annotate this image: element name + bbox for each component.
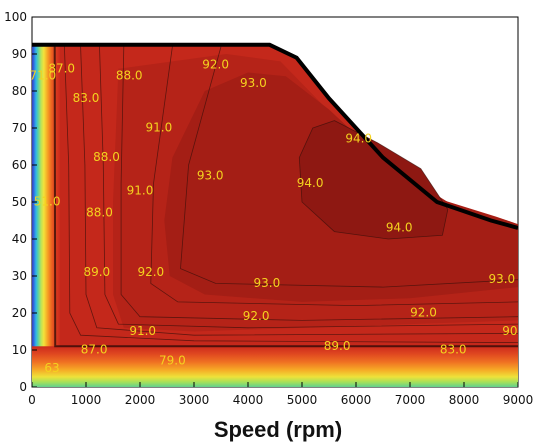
contour-label: 88.0 — [93, 150, 120, 164]
x-tick-label: 9000 — [503, 393, 534, 407]
x-tick-label: 4000 — [233, 393, 264, 407]
x-axis-label: Speed (rpm) — [214, 417, 342, 442]
x-tick-label: 1000 — [71, 393, 102, 407]
contour-line — [120, 46, 518, 321]
y-tick-label: 70 — [12, 121, 27, 135]
contour-line — [64, 46, 518, 343]
contour-label: 94.0 — [386, 220, 413, 234]
contour-label: 93.0 — [197, 169, 224, 183]
efficiency-band-94 — [299, 120, 448, 239]
contour-label: 71.0 — [29, 69, 56, 83]
contour-label: 92.0 — [243, 309, 270, 323]
contour-label: 90 — [502, 324, 517, 338]
contour-line — [80, 46, 518, 336]
contour-label: 91.0 — [129, 324, 156, 338]
y-tick-label: 50 — [12, 195, 27, 209]
contour-line — [150, 46, 518, 307]
y-tick-label: 30 — [12, 269, 27, 283]
contour-label: 91.0 — [146, 121, 173, 135]
contour-label: 83.0 — [73, 91, 100, 105]
y-tick-label: 60 — [12, 158, 27, 172]
contour-label: 92.0 — [410, 306, 437, 320]
contour-label: 87.0 — [48, 61, 75, 75]
contour-label: 94.0 — [345, 132, 372, 146]
contour-label: 79.0 — [159, 354, 186, 368]
x-tick-label: 6000 — [341, 393, 372, 407]
x-tick-label: 8000 — [449, 393, 480, 407]
contour-label: 91.0 — [127, 183, 154, 197]
y-tick-label: 90 — [12, 47, 27, 61]
contour-label: 93.0 — [254, 276, 281, 290]
contour-label: 92.0 — [137, 265, 164, 279]
contour-label: 51.0 — [34, 195, 61, 209]
contour-label: 88.0 — [86, 206, 113, 220]
contour-label: 87.0 — [81, 343, 108, 357]
contour-line-boundary — [53, 46, 518, 348]
x-axis-ticks: 0 1000 2000 3000 4000 5000 6000 7000 8000 9000 — [28, 382, 533, 407]
contour-label: 63 — [44, 361, 59, 375]
low-torque-gradient — [32, 346, 518, 387]
y-tick-label: 40 — [12, 232, 27, 246]
y-tick-label: 20 — [12, 306, 27, 320]
contour-label: 94.0 — [297, 176, 324, 190]
x-tick-label: 3000 — [179, 393, 210, 407]
contour-label: 83.0 — [440, 343, 467, 357]
y-tick-label: 80 — [12, 84, 27, 98]
contour-line — [180, 46, 518, 288]
max-torque-envelope — [32, 42, 518, 230]
y-axis-ticks: 0 10 20 30 40 50 60 70 80 90 100 — [4, 10, 37, 394]
y-tick-label: 10 — [12, 343, 27, 357]
contour-label: 93.0 — [488, 272, 515, 286]
contour-labels: 71.087.083.088.092.093.091.088.091.093.0… — [29, 58, 517, 375]
x-tick-label: 7000 — [395, 393, 426, 407]
y-tick-label: 100 — [4, 10, 27, 24]
x-tick-label: 5000 — [287, 393, 318, 407]
x-tick-label: 2000 — [125, 393, 156, 407]
y-tick-label: 0 — [19, 380, 27, 394]
contour-label: 89.0 — [83, 265, 110, 279]
contour-line — [99, 46, 518, 329]
contour-label: 88.0 — [116, 69, 143, 83]
contour-label: 93.0 — [240, 76, 267, 90]
contour-label: 92.0 — [202, 58, 229, 72]
contour-label: 89.0 — [324, 339, 351, 353]
x-tick-label: 0 — [28, 393, 36, 407]
